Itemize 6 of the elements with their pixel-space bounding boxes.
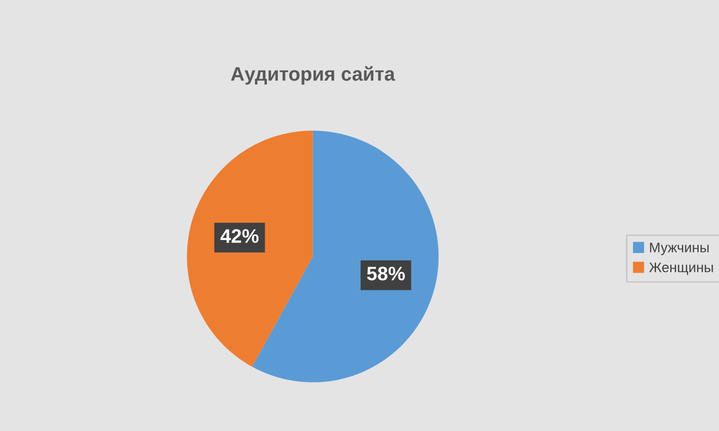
legend-label: Мужчины	[650, 242, 709, 256]
pie-slice	[186, 130, 313, 367]
data-label: 58%	[367, 266, 405, 280]
chart-title: Аудитория сайта	[230, 66, 396, 85]
legend-label: Женщины	[649, 262, 713, 275]
data-label: 42%	[220, 229, 259, 243]
